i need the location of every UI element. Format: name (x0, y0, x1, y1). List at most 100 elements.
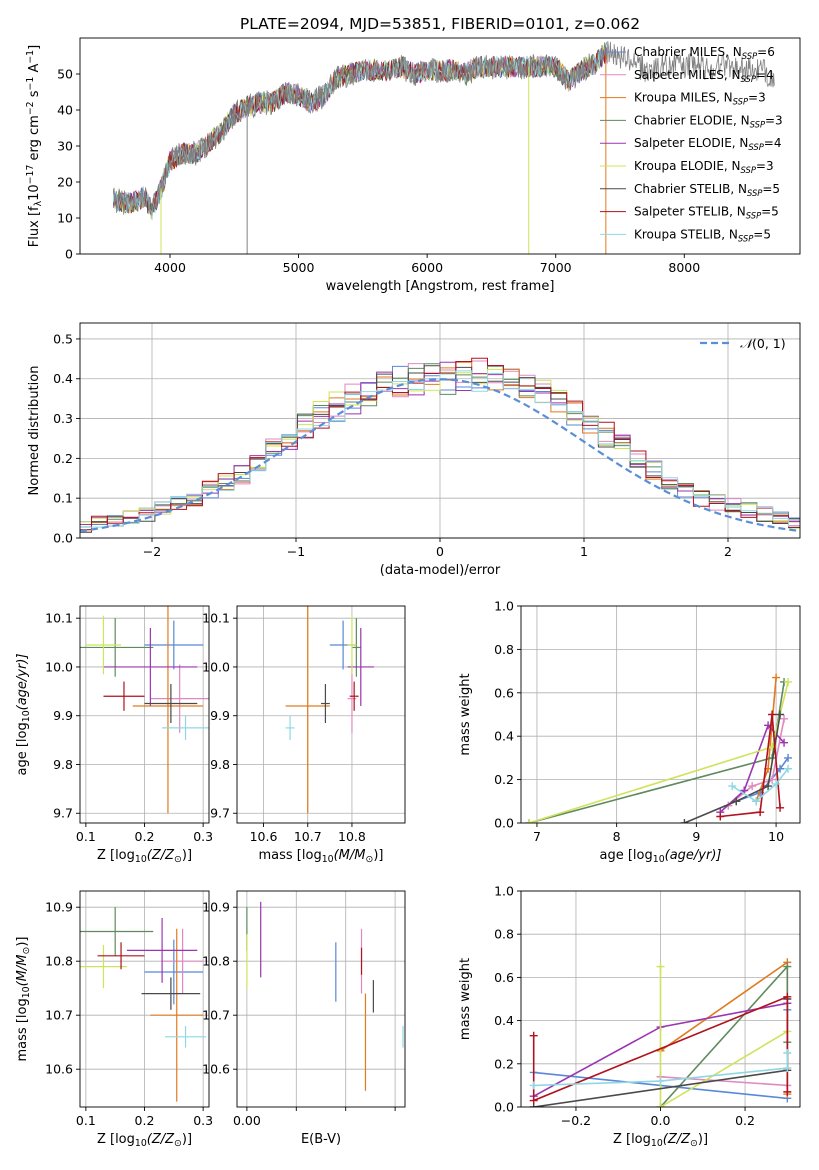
series-point (768, 710, 777, 719)
spectrum-legend: Chabrier MILES, NSSP=6 Salpeter MILES, NS… (600, 45, 783, 243)
x-tick-label: 10.6 (250, 829, 278, 844)
x-axis-label: wavelength [Angstrom, rest frame] (326, 279, 555, 294)
weight-series-chabrier-elodie (656, 962, 792, 1107)
plot-area (113, 41, 775, 254)
x-tick-label: 0.3 (193, 829, 213, 844)
axes-frame (236, 605, 406, 824)
plot-area (529, 958, 792, 1107)
series-point (680, 819, 689, 823)
errorbar-chabrier-elodie (80, 907, 154, 956)
y-tick-label: 0 (65, 247, 73, 262)
y-tick-label: 9.9 (53, 708, 73, 723)
x-tick-label: 5000 (283, 260, 315, 275)
y-tick-label: 50 (57, 67, 73, 82)
x-tick-label: 0.2 (135, 1113, 155, 1128)
plot-area (246, 901, 404, 1091)
x-axis-label: E(B-V) (301, 1132, 341, 1147)
series-point (656, 1077, 665, 1086)
x-tick-label: 0.00 (233, 1113, 261, 1128)
errorbar-chabrier-elodie (351, 618, 361, 677)
histogram-salpeter-stelib (80, 357, 800, 531)
y-tick-label: 1.0 (494, 884, 514, 899)
series-line (731, 768, 789, 803)
errorbar-kroupa-miles (150, 928, 204, 1102)
series-point (656, 1103, 665, 1107)
x-tick-label: 0 (436, 544, 444, 559)
x-axis-label: mass [log10(M/M⊙)] (259, 848, 384, 865)
legend-entry-salpeter-elodie: Salpeter ELODIE, NSSP=4 (634, 136, 782, 152)
y-tick-label: 10.7 (202, 1008, 230, 1023)
legend-entry-salpeter-stelib: Salpeter STELIB, NSSP=5 (634, 205, 779, 221)
y-tick-label: 0.0 (53, 531, 73, 546)
errorbar-salpeter-stelib (103, 681, 145, 711)
errorbar-kroupa-elodie (80, 945, 127, 989)
x-tick-label: 8000 (668, 260, 700, 275)
y-tick-label: 10 (57, 211, 73, 226)
series-point (764, 782, 773, 791)
x-tick-label: −1 (287, 544, 305, 559)
series-point (752, 797, 761, 806)
series-point (784, 753, 793, 762)
histogram-legend: 𝒩(0, 1) (700, 336, 786, 351)
x-tick-label: 0.2 (135, 829, 155, 844)
series-point (783, 1064, 792, 1073)
y-tick-label: 9.7 (210, 806, 230, 821)
x-tick-label: 9 (692, 829, 700, 844)
x-axis-label: Z [log10(Z/Z⊙)] (613, 1132, 708, 1149)
series-line (532, 995, 789, 1102)
y-tick-label: 20 (57, 175, 73, 190)
y-tick-label: 0.4 (53, 371, 73, 386)
y-tick-label: 40 (57, 103, 73, 118)
y-tick-label: 1.0 (494, 599, 514, 614)
series-line (533, 1053, 789, 1087)
y-tick-label: 10.9 (202, 900, 230, 915)
series-point (529, 1031, 538, 1040)
z-weight-panel: −0.2 0.0 0.2 0.0 0.2 0.4 0.6 0.8 1.0 Z [log10(Z/Z… (458, 884, 801, 1149)
errorbar-chabrier-miles (144, 939, 204, 1005)
histogram-kroupa-stelib (80, 370, 800, 528)
legend-entry-chabrier-elodie: Chabrier ELODIE, NSSP=3 (634, 113, 783, 129)
series-point (748, 782, 757, 791)
x-tick-label: 4000 (154, 260, 186, 275)
errorbar-salpeter-elodie (126, 918, 198, 983)
errorbar-salpeter-miles (150, 664, 209, 733)
series-point (783, 1087, 792, 1096)
plot-area (80, 606, 209, 814)
errorbar-chabrier-miles (144, 620, 204, 670)
y-tick-label: 10.7 (45, 1008, 73, 1023)
errorbar-salpeter-miles (162, 928, 204, 994)
y-tick-label: 9.9 (210, 708, 230, 723)
x-tick-label: 1 (580, 544, 588, 559)
y-axis-label: mass weight (458, 958, 473, 1040)
series-point (529, 1096, 538, 1105)
legend-entry-kroupa-elodie: Kroupa ELODIE, NSSP=3 (634, 159, 774, 175)
series-point (732, 797, 741, 806)
errorbar-chabrier-stelib (144, 684, 198, 724)
y-tick-label: 10.0 (202, 659, 230, 674)
series-point (780, 714, 789, 723)
x-tick-label: −0.2 (561, 1113, 591, 1128)
series-point (728, 782, 737, 791)
errorbar-kroupa-stelib (285, 715, 295, 741)
errorbar-kroupa-miles (285, 606, 330, 814)
x-tick-label: 7000 (540, 260, 572, 275)
z-mass-panel: 0.1 0.2 0.3 10.6 10.7 10.8 10.9 Z [log10(Z/Z⊙)]… (15, 890, 213, 1149)
x-axis-label: Z [log10(Z/Z⊙)] (97, 1132, 192, 1149)
y-axis-label: Flux [fλ10−17 erg cm−2 s−1 A−1] (25, 45, 44, 247)
y-tick-label: 10.0 (45, 659, 73, 674)
errorbar-chabrier-stelib (321, 684, 330, 724)
series-point (780, 738, 789, 747)
y-tick-label: 10.6 (45, 1062, 73, 1077)
weight-series-salpeter-miles (656, 999, 792, 1090)
x-axis-label: age [log10(age/yr)] (600, 848, 722, 865)
x-tick-label: 0.3 (193, 1113, 213, 1128)
errorbar-salpeter-stelib (97, 942, 145, 970)
series-point (656, 962, 665, 971)
weight-series-kroupa-stelib (529, 1049, 792, 1090)
x-tick-label: 0.0 (651, 1113, 671, 1128)
errorbar-chabrier-stelib (141, 977, 201, 1010)
x-tick-label: 0.1 (76, 829, 96, 844)
series-point (529, 1081, 538, 1090)
y-tick-label: 9.8 (210, 757, 230, 772)
